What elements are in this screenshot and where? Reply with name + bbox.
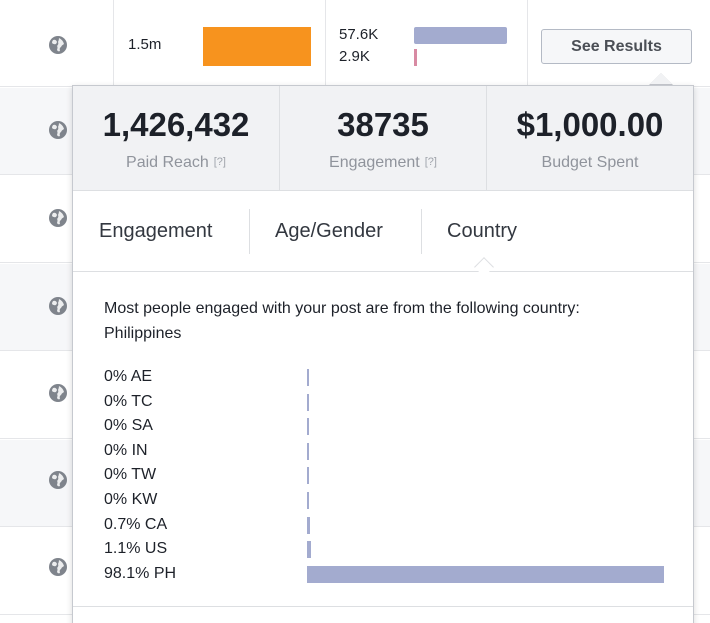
column-divider <box>325 0 326 89</box>
engagement-bar-primary <box>414 27 507 44</box>
stat-label: Paid Reach <box>126 154 209 171</box>
help-link[interactable]: [?] <box>213 156 226 168</box>
country-bar <box>307 418 309 436</box>
country-bar <box>307 442 309 460</box>
country-row: 0% TW <box>104 463 664 488</box>
country-label: 0% SA <box>104 417 153 435</box>
column-divider <box>113 0 114 89</box>
country-label: 98.1% PH <box>104 564 177 582</box>
country-label: 0.7% CA <box>104 515 168 533</box>
tab-divider <box>249 209 250 254</box>
country-label: 0% TW <box>104 466 157 484</box>
tab-bar: Engagement Age/Gender Country <box>73 191 693 272</box>
globe-icon <box>48 557 68 577</box>
country-row: 1.1% US <box>104 537 664 562</box>
country-label: 0% KW <box>104 490 158 508</box>
tab-age-gender[interactable]: Age/Gender <box>275 220 383 242</box>
stat-paid-reach: 1,426,432 Paid Reach [?] <box>73 86 280 190</box>
globe-icon <box>48 35 68 55</box>
country-bar <box>307 467 309 485</box>
country-label: 0% AE <box>104 368 153 385</box>
country-bar <box>307 369 309 386</box>
country-bar <box>307 516 310 534</box>
stat-label: Engagement <box>329 154 420 171</box>
engagement-value-secondary: 2.9K <box>339 48 370 65</box>
stats-bar: 1,426,432 Paid Reach [?] 38735 Engagement… <box>73 86 693 191</box>
country-row: 0.7% CA <box>104 513 664 538</box>
country-bar <box>307 491 309 509</box>
country-panel: Most people engaged with your post are f… <box>104 296 664 583</box>
stat-value: 1,426,432 <box>102 106 250 143</box>
tab-divider <box>421 209 422 254</box>
stat-label: Budget Spent <box>541 154 639 171</box>
country-label: 0% IN <box>104 441 148 459</box>
country-row: 0% KW <box>104 488 664 513</box>
stat-value: $1,000.00 <box>516 106 664 143</box>
country-row: 98.1% PH <box>104 562 664 587</box>
tab-country[interactable]: Country <box>447 220 518 242</box>
country-row: 0% AE <box>104 365 664 390</box>
country-label: 0% TC <box>104 392 153 410</box>
country-row: 0% TC <box>104 390 664 415</box>
popup-arrow-inner <box>650 73 672 84</box>
engagement-bar-secondary <box>414 49 417 66</box>
country-label: 1.1% US <box>104 540 168 558</box>
country-row: 0% SA <box>104 414 664 439</box>
country-row: 0% IN <box>104 439 664 464</box>
country-summary: Most people engaged with your post are f… <box>104 300 580 342</box>
country-bar <box>307 541 311 559</box>
country-list: 0% AE 0% TC 0% SA 0% IN 0% TW 0% KW 0.7% CA 1.1… <box>104 365 664 586</box>
globe-icon <box>48 383 68 403</box>
country-bar <box>307 565 664 583</box>
globe-icon <box>48 296 68 316</box>
tab-engagement[interactable]: Engagement <box>99 220 213 242</box>
engagement-value-primary: 57.6K <box>339 26 379 43</box>
globe-icon <box>48 470 68 490</box>
globe-icon <box>48 120 68 140</box>
popup-footer-divider <box>73 606 693 607</box>
stat-engagement: 38735 Engagement [?] <box>280 86 487 190</box>
country-bar <box>307 393 309 411</box>
column-divider <box>527 0 528 89</box>
stat-budget-spent: $1,000.00 Budget Spent <box>487 86 693 190</box>
help-link[interactable]: [?] <box>424 156 437 168</box>
reach-bar <box>203 27 311 66</box>
results-popup: 1,426,432 Paid Reach [?] 38735 Engagement… <box>72 73 694 623</box>
see-results-button[interactable]: See Results <box>541 29 692 64</box>
globe-icon <box>48 208 68 228</box>
reach-value: 1.5m <box>128 36 162 53</box>
stat-value: 38735 <box>337 106 429 143</box>
